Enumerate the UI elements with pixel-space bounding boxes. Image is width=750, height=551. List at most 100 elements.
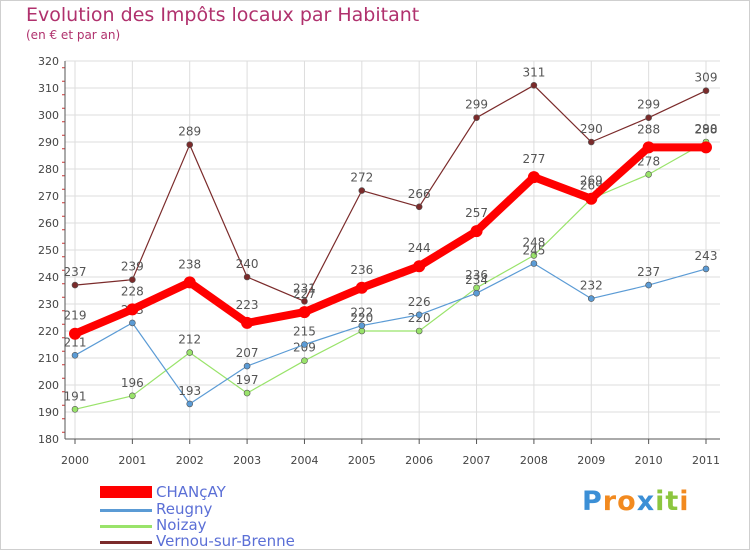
x-tick-label: 2001 [118,454,146,467]
data-point-vernou-sur-brenne [243,273,251,281]
data-point-chan-ay [700,141,712,154]
data-label-reugny: 226 [408,295,431,309]
y-tick-label: 180 [38,433,59,446]
data-label-reugny: 207 [236,346,259,360]
legend-label-reugny: Reugny [156,500,213,518]
x-tick-label: 2007 [463,454,491,467]
legend-label-vernou: Vernou-sur-Brenne [156,532,295,550]
x-tick-label: 2011 [692,454,720,467]
y-tick-label: 310 [38,82,59,95]
data-point-vernou-sur-brenne [415,203,423,211]
x-tick-label: 2008 [520,454,548,467]
data-point-vernou-sur-brenne [473,114,480,121]
legend-swatch-noizay [100,525,152,528]
data-point-chan-ay [470,225,483,238]
logo-letter: o [617,486,637,517]
data-point-reugny [415,311,423,319]
data-label-vernou-sur-brenne: 266 [408,187,431,201]
data-label-chan-ay: 288 [695,122,718,136]
series-line-chan-ay [71,143,710,338]
data-point-noizay [530,252,538,259]
data-point-chan-ay [183,276,196,289]
data-point-reugny [587,295,595,302]
y-tick-label: 320 [38,55,59,68]
data-label-chan-ay: 269 [580,174,603,188]
x-tick-label: 2010 [635,454,663,467]
data-label-noizay: 197 [236,373,259,387]
data-point-reugny [473,289,480,297]
data-label-reugny: 237 [637,265,660,279]
data-label-reugny: 193 [178,384,201,398]
y-tick-label: 260 [38,217,59,230]
data-label-noizay: 248 [522,235,545,249]
data-label-reugny: 222 [350,306,373,320]
data-label-reugny: 243 [695,249,718,263]
data-label-chan-ay: 257 [465,206,488,220]
y-tick-label: 200 [38,379,59,392]
data-point-vernou-sur-brenne [358,187,366,194]
data-label-chan-ay: 228 [121,284,144,298]
y-tick-label: 250 [38,244,59,257]
x-tick-label: 2005 [348,454,376,467]
data-point-vernou-sur-brenne [530,82,538,89]
data-label-chan-ay: 219 [64,309,87,323]
chart-title: Evolution des Impôts locaux par Habitant [26,4,420,26]
data-label-vernou-sur-brenne: 290 [580,122,603,136]
x-tick-label: 2009 [577,454,605,467]
x-tick-label: 2003 [233,454,261,467]
data-label-chan-ay: 227 [293,287,316,301]
y-tick-label: 220 [38,325,59,338]
data-point-vernou-sur-brenne [301,297,308,305]
data-label-vernou-sur-brenne: 299 [637,98,660,112]
data-point-noizay [645,171,652,178]
logo-letter: t [665,486,680,517]
data-label-vernou-sur-brenne: 289 [178,125,201,139]
data-label-reugny: 232 [580,279,603,293]
logo-letter: x [636,486,656,517]
data-label-chan-ay: 288 [637,122,660,136]
data-point-vernou-sur-brenne [129,276,136,284]
chart-subtitle: (en € et par an) [26,28,121,42]
data-point-reugny [71,351,79,359]
data-label-vernou-sur-brenne: 299 [465,98,488,112]
x-tick-label: 2000 [61,454,89,467]
data-point-chan-ay [642,141,655,154]
y-tick-label: 230 [38,298,59,311]
legend-swatch-chancay [100,486,152,498]
legend-label-noizay: Noizay [156,516,207,534]
data-point-chan-ay [298,306,311,319]
legend-swatch-vernou [100,541,152,544]
data-label-chan-ay: 223 [236,298,259,312]
data-label-noizay: 236 [465,268,488,282]
legend-swatch-reugny [100,509,152,512]
y-tick-label: 270 [38,190,59,203]
data-label-vernou-sur-brenne: 272 [350,171,373,185]
data-label-vernou-sur-brenne: 239 [121,260,144,274]
data-point-reugny [358,322,366,329]
series-line-vernou-sur-brenne [74,84,707,302]
data-label-reugny: 215 [293,325,316,339]
data-label-noizay: 220 [350,311,373,325]
data-point-reugny [243,362,251,370]
data-point-chan-ay [126,303,139,316]
data-point-vernou-sur-brenne [186,141,194,148]
data-point-noizay [186,349,194,356]
data-point-noizay [243,389,251,397]
data-point-chan-ay [355,281,368,294]
data-point-noizay [415,327,423,335]
data-label-reugny: 234 [465,273,488,287]
data-label-noizay: 196 [121,376,144,390]
series-line-reugny [74,262,707,405]
data-point-reugny [645,281,652,289]
y-tick-label: 210 [38,352,59,365]
logo-letter: i [679,486,690,517]
data-point-reugny [129,319,136,327]
data-label-noizay: 212 [178,333,201,347]
data-label-reugny: 245 [522,244,545,258]
data-label-noizay: 278 [637,154,660,168]
data-point-vernou-sur-brenne [71,281,79,289]
data-label-vernou-sur-brenne: 240 [236,257,259,271]
y-tick-label: 240 [38,271,59,284]
